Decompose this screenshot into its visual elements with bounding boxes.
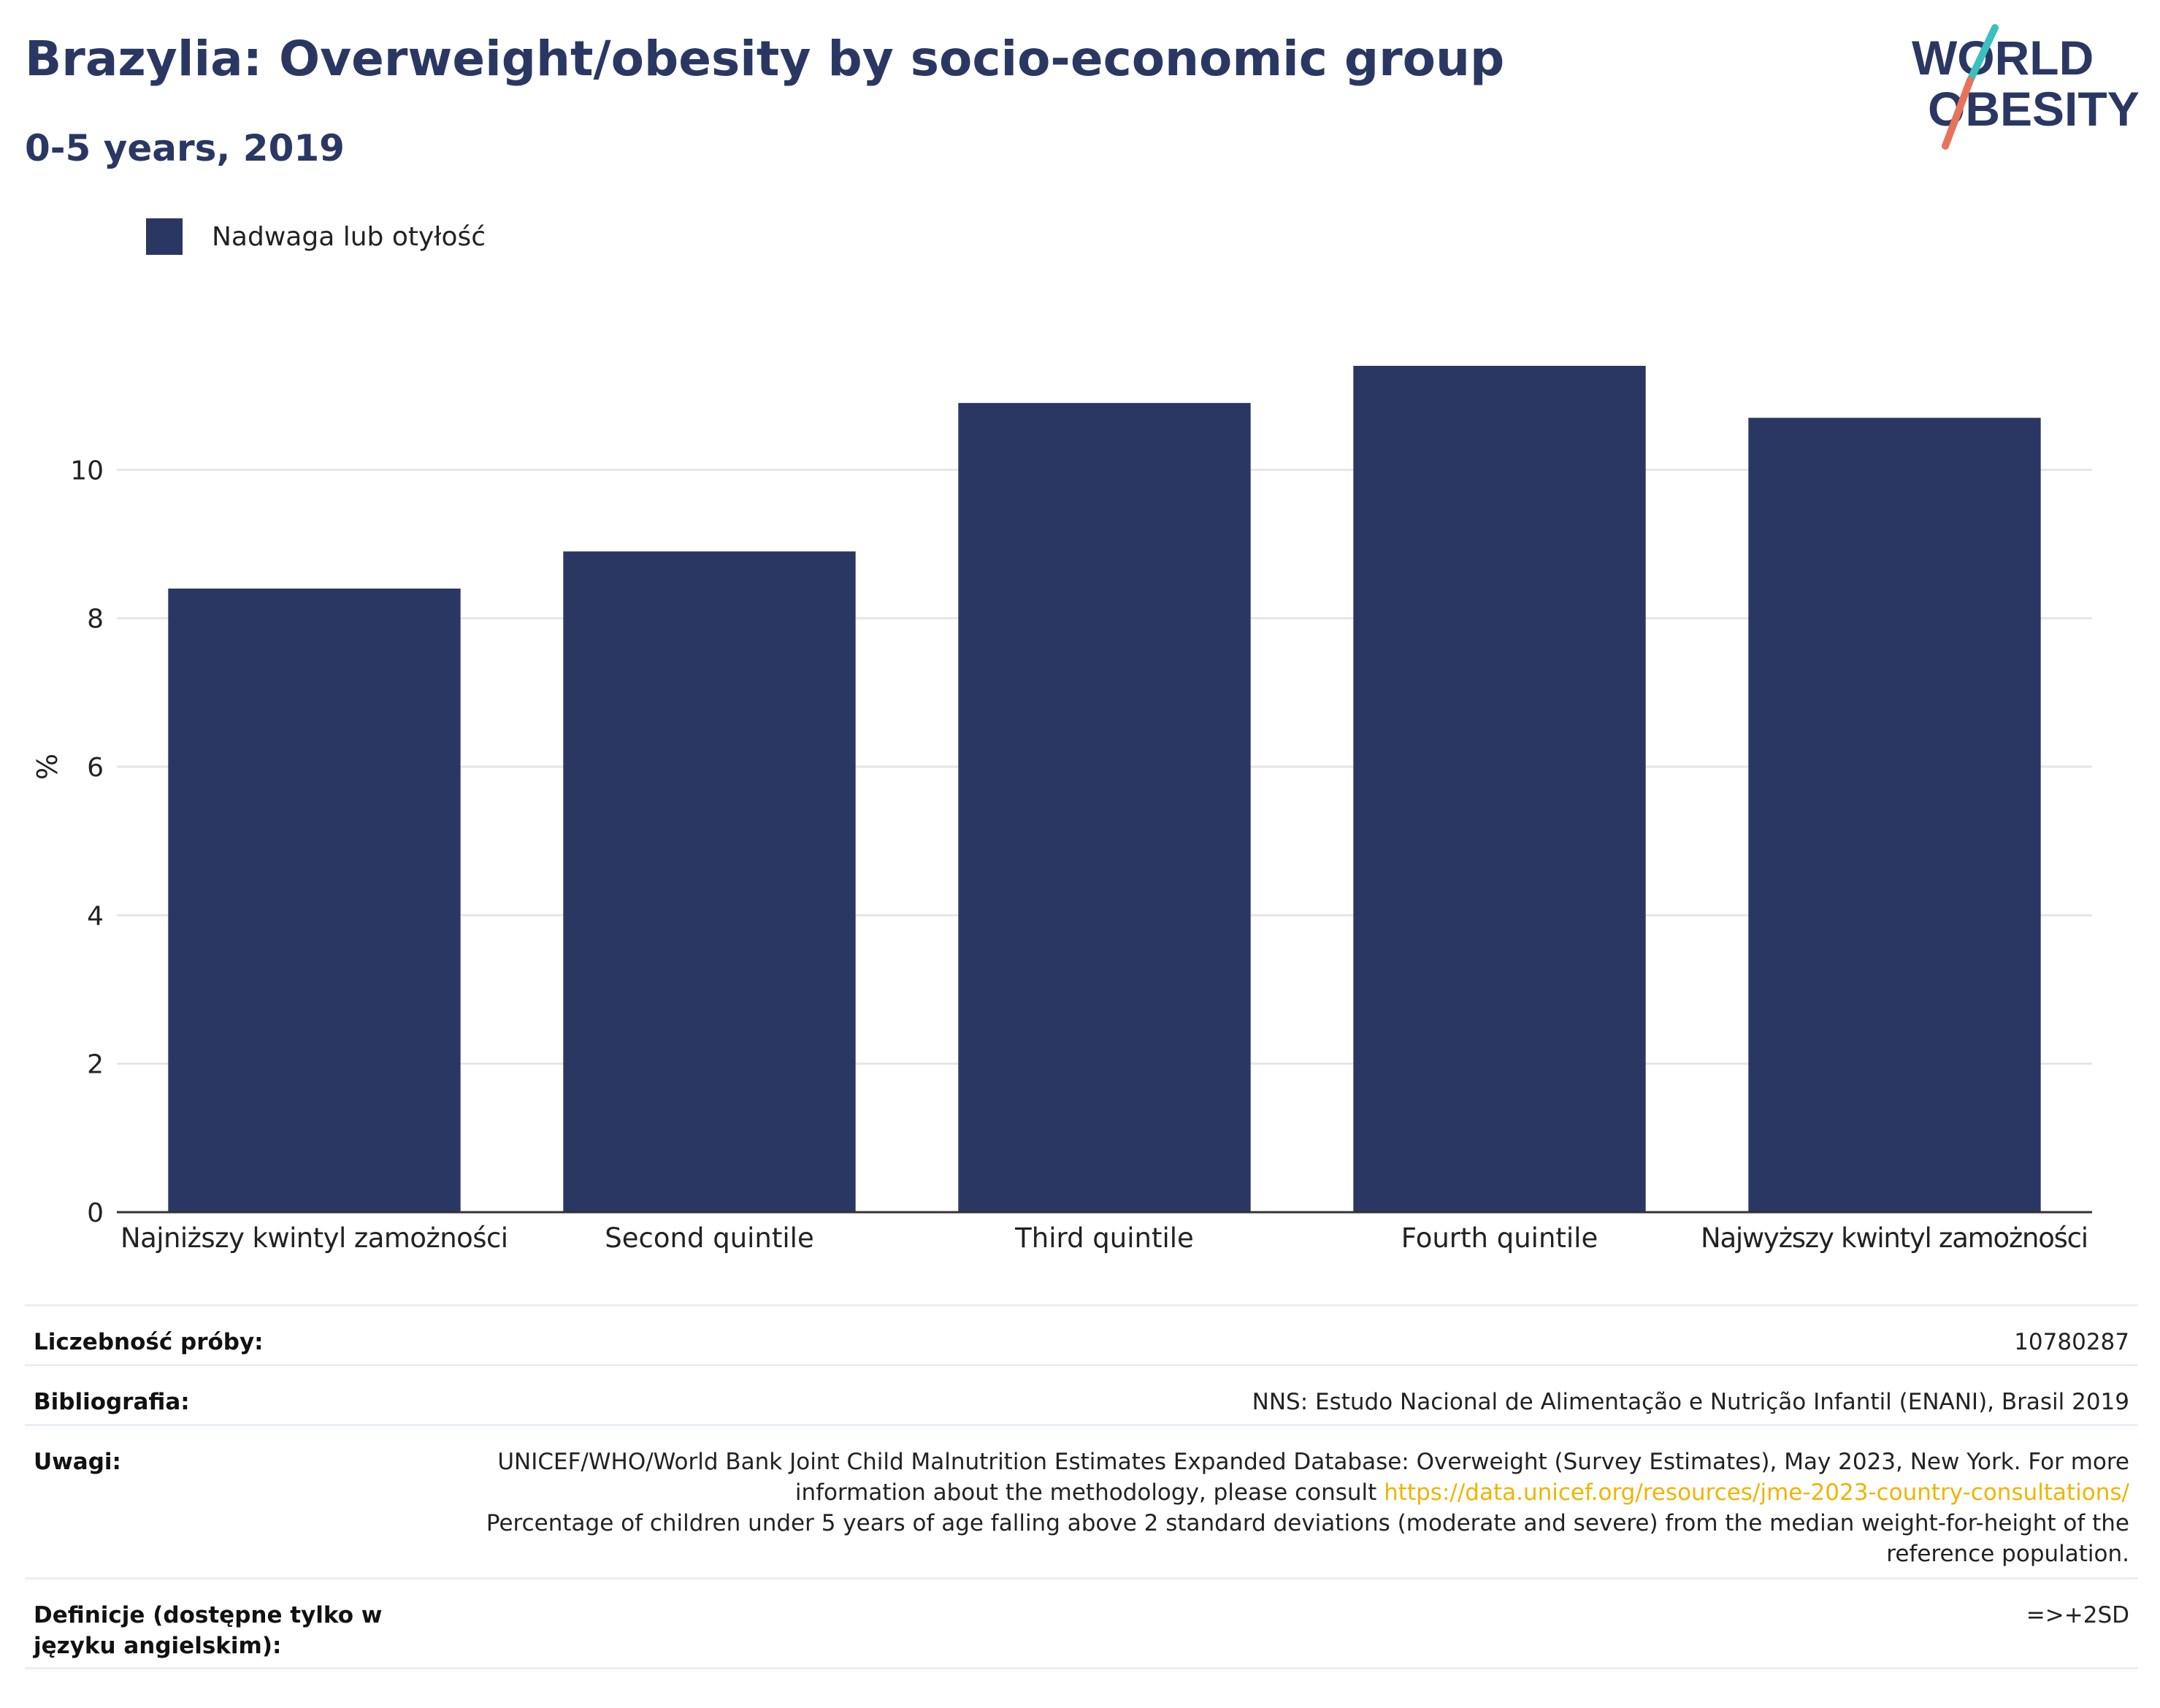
x-tick-label: Fourth quintile	[1401, 1222, 1598, 1254]
y-tick-label: 2	[87, 1050, 104, 1080]
meta-val-notes: UNICEF/WHO/World Bank Joint Child Malnut…	[472, 1447, 2129, 1569]
y-tick-label: 10	[70, 456, 104, 486]
x-tick-label: Najwyższy kwintyl zamożności	[1701, 1222, 2088, 1254]
meta-row-definitions: Definicje (dostępne tylko w języku angie…	[25, 1577, 2138, 1669]
legend-label: Nadwaga lub otyłość	[212, 221, 486, 252]
meta-val-definitions: =>+2SD	[2026, 1602, 2129, 1628]
legend[interactable]: Nadwaga lub otyłość	[146, 218, 486, 256]
meta-val-sample: 10780287	[2014, 1329, 2129, 1355]
legend-swatch	[146, 218, 183, 255]
notes-link[interactable]: https://data.unicef.org/resources/jme-20…	[1384, 1479, 2129, 1506]
notes-text: UNICEF/WHO/World Bank Joint Child Malnut…	[497, 1449, 2129, 1506]
y-tick-label: 6	[87, 753, 104, 783]
world-obesity-logo: WORLD OBESITY	[1912, 24, 2140, 150]
meta-row-sample: Liczebność próby: 10780287	[25, 1304, 2138, 1364]
logo-slash-bottom	[1942, 77, 1974, 150]
y-axis-label: %	[31, 754, 64, 780]
chart-subtitle: 0-5 years, 2019	[25, 127, 345, 169]
logo-word-world: WORLD	[1912, 31, 2094, 85]
notes-definition-text: Percentage of children under 5 years of …	[486, 1510, 2129, 1567]
meta-val-bibliography: NNS: Estudo Nacional de Alimentação e Nu…	[1252, 1389, 2129, 1415]
meta-key-notes: Uwagi:	[34, 1449, 121, 1475]
meta-key-bibliography: Bibliografia:	[34, 1389, 190, 1415]
bar	[563, 551, 856, 1212]
bar	[168, 589, 461, 1212]
logo-slash-top	[1966, 24, 1999, 84]
bar	[1353, 366, 1646, 1212]
y-tick-label: 4	[87, 901, 104, 931]
x-tick-label: Third quintile	[1014, 1222, 1194, 1254]
meta-key-sample: Liczebność próby:	[34, 1329, 264, 1355]
chart-title: Brazylia: Overweight/obesity by socio-ec…	[25, 31, 1505, 87]
y-tick-label: 8	[87, 605, 104, 635]
y-tick-label: 0	[87, 1198, 104, 1228]
meta-row-bibliography: Bibliografia: NNS: Estudo Nacional de Al…	[25, 1364, 2138, 1424]
bar	[1748, 418, 2041, 1212]
x-tick-label: Najniższy kwintyl zamożności	[120, 1222, 508, 1254]
meta-row-notes: Uwagi: UNICEF/WHO/World Bank Joint Child…	[25, 1424, 2138, 1577]
metadata-table: Liczebność próby: 10780287 Bibliografia:…	[25, 1304, 2138, 1669]
x-tick-label: Second quintile	[605, 1222, 813, 1254]
bar	[958, 402, 1251, 1213]
meta-key-definitions: Definicje (dostępne tylko w języku angie…	[34, 1602, 383, 1659]
bar-chart: 0 2 4 6 8 10% Najniższy kwintyl zamożności Seco…	[31, 366, 2092, 1254]
